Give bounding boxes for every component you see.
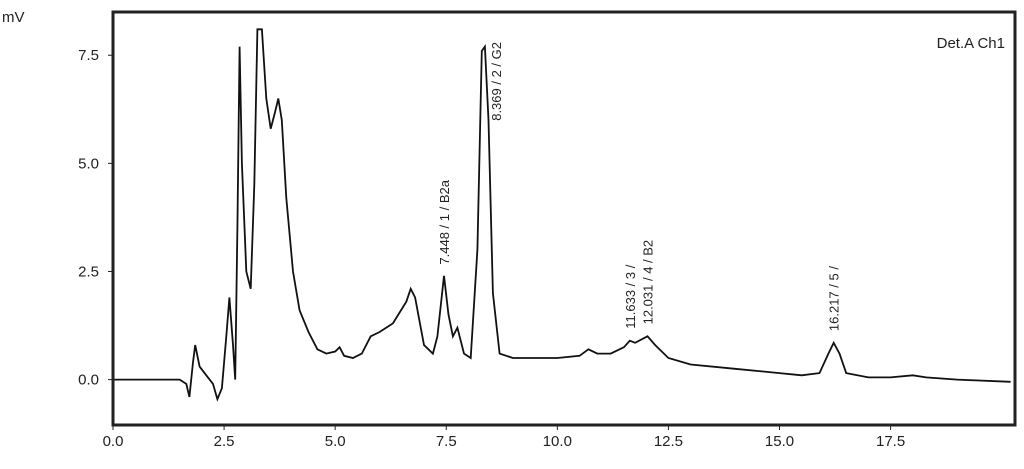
y-tick-label: 2.5 bbox=[78, 263, 99, 280]
y-tick-label: 5.0 bbox=[78, 155, 99, 172]
x-tick-label: 2.5 bbox=[214, 433, 235, 450]
peak-annotation: 12.031 / 4 / B2 bbox=[641, 240, 656, 325]
peak-annotation: 8.369 / 2 / G2 bbox=[489, 42, 504, 121]
x-tick-label: 5.0 bbox=[325, 433, 346, 450]
peak-annotation: 11.633 / 3 / bbox=[623, 264, 638, 328]
y-axis-label: mV bbox=[2, 9, 25, 26]
x-tick-label: 10.0 bbox=[543, 433, 572, 450]
x-tick-label: 12.5 bbox=[654, 433, 683, 450]
peak-annotation: 7.448 / 1 / B2a bbox=[437, 179, 452, 264]
x-tick-label: 7.5 bbox=[436, 433, 457, 450]
y-tick-label: 0.0 bbox=[78, 372, 99, 389]
trace bbox=[113, 28, 1011, 402]
x-tick-label: 0.0 bbox=[103, 433, 124, 450]
plot-frame bbox=[111, 10, 1017, 427]
x-tick-label: 15.0 bbox=[765, 433, 794, 450]
detector-label: Det.A Ch1 bbox=[937, 35, 1005, 52]
peak-annotation: 16.217 / 5 / bbox=[827, 266, 842, 331]
x-tick-label: 17.5 bbox=[876, 433, 905, 450]
y-tick-label: 7.5 bbox=[78, 47, 99, 64]
